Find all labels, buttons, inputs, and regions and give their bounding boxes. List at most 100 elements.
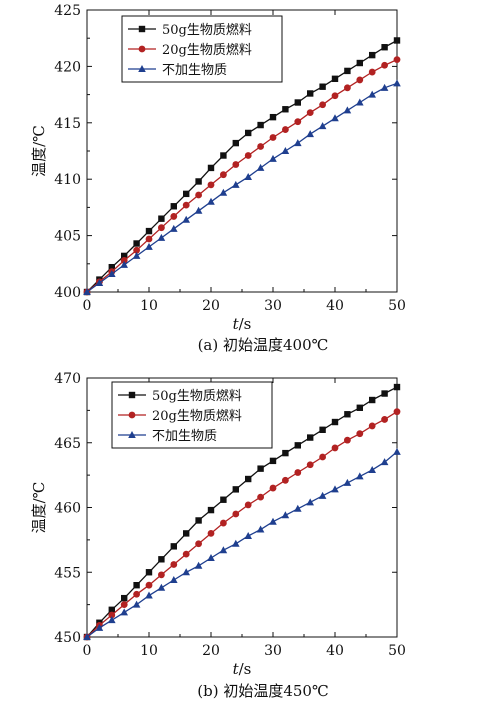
series-2-point <box>393 447 401 455</box>
series-1-point <box>344 436 351 444</box>
x-tick-label: 30 <box>264 298 282 314</box>
series-2-point <box>294 139 302 147</box>
figure-caption: (b) 初始温度450℃ <box>197 682 329 700</box>
series-1-point <box>120 601 128 609</box>
series-line-2 <box>86 82 398 293</box>
series-0-point <box>331 418 339 426</box>
series-2-point <box>145 242 153 250</box>
series-0-point <box>220 496 227 503</box>
series-1-point <box>282 126 289 133</box>
series-1-point <box>244 152 252 159</box>
series-0-point <box>294 442 301 449</box>
series-2-point <box>145 591 153 599</box>
y-tick-label: 410 <box>54 172 81 188</box>
series-1-point <box>319 101 326 109</box>
y-tick-label: 405 <box>54 229 81 245</box>
series-1-point <box>232 510 240 518</box>
series-1-point <box>331 444 339 452</box>
series-1-point <box>158 224 165 232</box>
series-1-point <box>244 501 252 509</box>
series-1-point <box>393 56 401 64</box>
series-1-point <box>207 530 215 537</box>
series-2-point <box>306 130 314 138</box>
legend-marker-0 <box>128 391 136 399</box>
x-tick-label: 50 <box>388 298 406 314</box>
series-2-point <box>256 525 265 533</box>
x-axis-label: t/s <box>233 660 252 678</box>
series-1-point <box>220 519 227 527</box>
series-0-point <box>307 90 314 97</box>
series-2-point <box>120 260 128 268</box>
legend-entry-1: 20g生物质燃料 <box>152 408 242 424</box>
series-2-point <box>356 98 364 106</box>
series-0-point <box>344 411 351 418</box>
series-2-point <box>83 633 91 640</box>
series-1-point <box>393 408 401 416</box>
series-2-point <box>194 561 203 569</box>
x-tick-label: 30 <box>264 643 282 659</box>
series-2-point <box>132 251 141 259</box>
series-2-point <box>83 288 91 295</box>
series-1-point <box>306 109 314 117</box>
series-2-point <box>232 539 240 547</box>
series-0-point <box>207 506 215 514</box>
series-1-point <box>294 469 302 476</box>
series-0-point <box>145 227 153 235</box>
series-1-point <box>195 540 203 548</box>
y-tick-label: 425 <box>54 3 81 19</box>
series-2-point <box>157 233 166 241</box>
series-1-point <box>269 484 277 492</box>
series-0-point <box>158 556 165 563</box>
series-0-point <box>393 37 401 44</box>
series-1-point <box>232 161 240 168</box>
series-0-point <box>207 164 215 172</box>
series-1-point <box>356 430 364 438</box>
series-0-point <box>108 263 115 271</box>
x-axis-label-unit: /s <box>239 315 252 333</box>
x-tick-label: 20 <box>202 298 220 314</box>
series-0-point <box>145 569 153 576</box>
series-1-point <box>133 590 141 598</box>
chart-b: 0 10 20 30 40 50 450 455 460 465 470 50g生物质燃料 20g生物质… <box>30 371 406 700</box>
series-0-point <box>195 517 202 524</box>
legend-entry-2: 不加生物质 <box>152 429 217 444</box>
series-2-point <box>182 568 190 576</box>
series-0-point <box>282 449 289 457</box>
figure-caption: (a) 初始温度400℃ <box>198 336 329 354</box>
x-tick-label: 40 <box>326 298 344 314</box>
series-1-point <box>158 571 165 579</box>
series-2-point <box>318 122 327 130</box>
series-0-point <box>282 106 289 113</box>
series-0-point <box>232 486 239 493</box>
legend-entry-0: 50g生物质燃料 <box>162 22 252 38</box>
x-axis-label-var: t <box>233 315 240 333</box>
x-tick-label: 40 <box>326 643 344 659</box>
y-tick-label: 420 <box>54 59 81 75</box>
x-axis-label: t/s <box>233 315 252 333</box>
legend-marker-1 <box>138 45 146 53</box>
series-0-point <box>393 383 401 391</box>
series-2-point <box>331 114 339 122</box>
series-1-point <box>195 191 203 199</box>
series-1-point <box>381 61 388 69</box>
series-2-point <box>380 83 389 91</box>
y-tick-label: 460 <box>54 501 81 517</box>
series-2-point <box>157 583 166 591</box>
series-2-point <box>244 172 252 180</box>
series-0-point <box>344 67 351 75</box>
series-2-point <box>207 197 215 205</box>
series-0-point <box>170 203 177 210</box>
series-2-point <box>244 531 252 539</box>
chart-a: 0 10 20 30 40 50 400 405 410 415 420 425 50g生物质燃料 20g… <box>30 3 406 354</box>
series-1-point <box>368 68 376 76</box>
series-2-point <box>207 554 215 562</box>
x-axis-label-var: t <box>233 660 240 678</box>
legend-marker-2 <box>138 65 146 72</box>
series-0-point <box>121 594 128 602</box>
series-2-point <box>281 511 290 519</box>
series-1-point <box>331 92 339 100</box>
y-tick-label: 455 <box>54 565 81 581</box>
series-1-point <box>182 550 190 558</box>
series-2-point <box>356 472 364 480</box>
series-2-point <box>120 608 128 616</box>
